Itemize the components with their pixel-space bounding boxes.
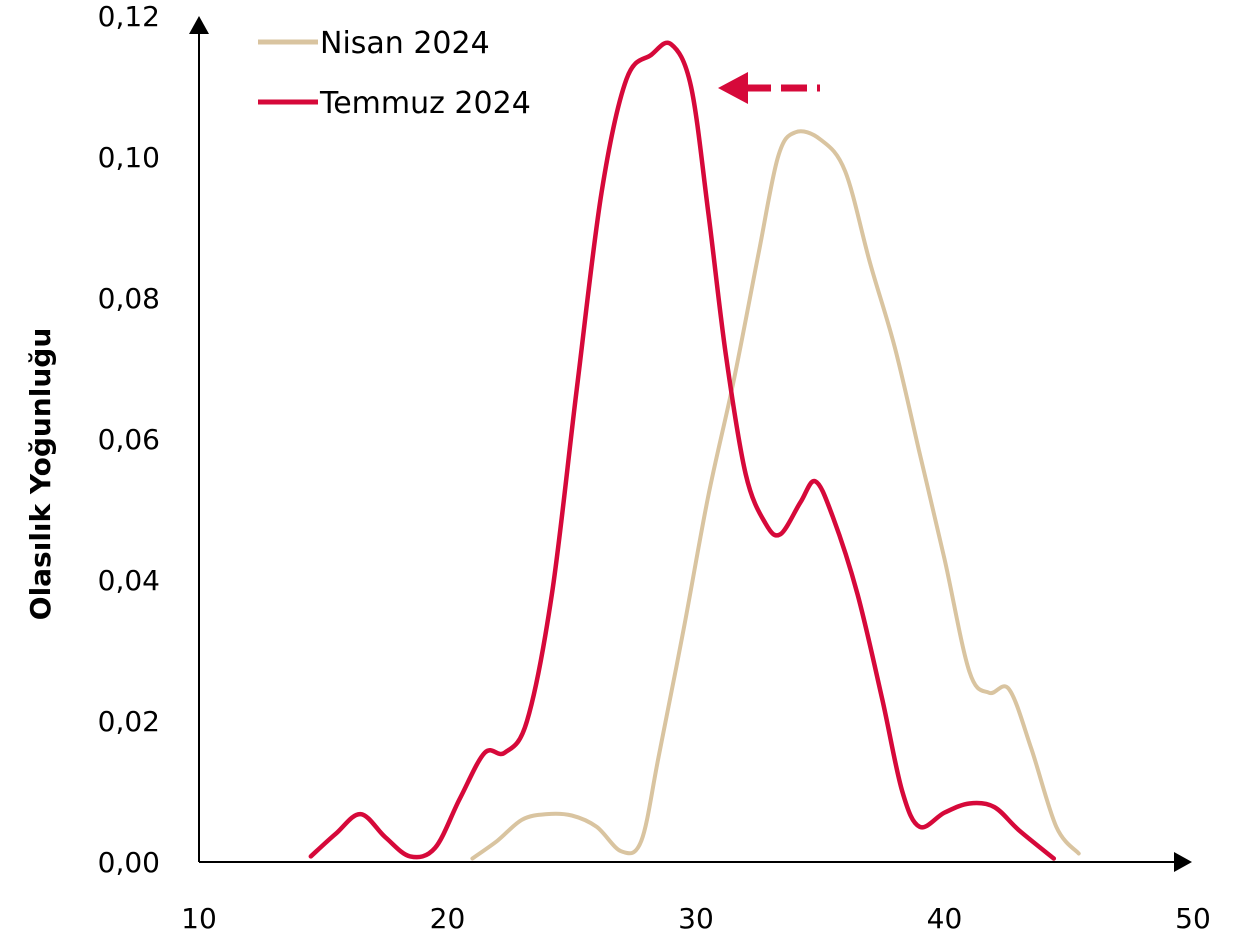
y-axis-arrow-icon	[189, 16, 209, 34]
x-axis	[199, 852, 1192, 872]
legend-item-temmuz: Temmuz 2024	[258, 86, 531, 121]
series-line-nisan	[470, 129, 1081, 861]
x-axis-arrow-icon	[1174, 852, 1192, 872]
x-tick-label: 20	[430, 902, 466, 935]
y-axis	[189, 16, 209, 862]
y-tick-labels: 0,00 0,02 0,04 0,06 0,08 0,10 0,12	[98, 0, 160, 879]
y-tick-label: 0,00	[98, 846, 160, 879]
y-tick-label: 0,10	[98, 141, 160, 174]
x-tick-label: 10	[181, 902, 217, 935]
x-tick-label: 30	[678, 902, 714, 935]
x-tick-label: 50	[1175, 902, 1211, 935]
y-tick-label: 0,04	[98, 564, 160, 597]
series-lines	[308, 40, 1081, 861]
shift-arrow-head-icon	[718, 72, 748, 104]
legend-label-nisan: Nisan 2024	[320, 26, 490, 61]
shift-arrow-annotation	[718, 72, 820, 104]
series-line-temmuz	[308, 40, 1057, 861]
y-tick-label: 0,02	[98, 705, 160, 738]
x-tick-labels: 10 20 30 40 50	[181, 902, 1211, 935]
legend-label-temmuz: Temmuz 2024	[319, 86, 531, 121]
y-axis-title: Olasılık Yoğunluğu	[24, 328, 57, 620]
y-tick-label: 0,12	[98, 0, 160, 33]
legend: Nisan 2024 Temmuz 2024	[258, 26, 531, 121]
x-tick-label: 40	[927, 902, 963, 935]
y-tick-label: 0,08	[98, 282, 160, 315]
y-tick-label: 0,06	[98, 423, 160, 456]
legend-item-nisan: Nisan 2024	[258, 26, 490, 61]
